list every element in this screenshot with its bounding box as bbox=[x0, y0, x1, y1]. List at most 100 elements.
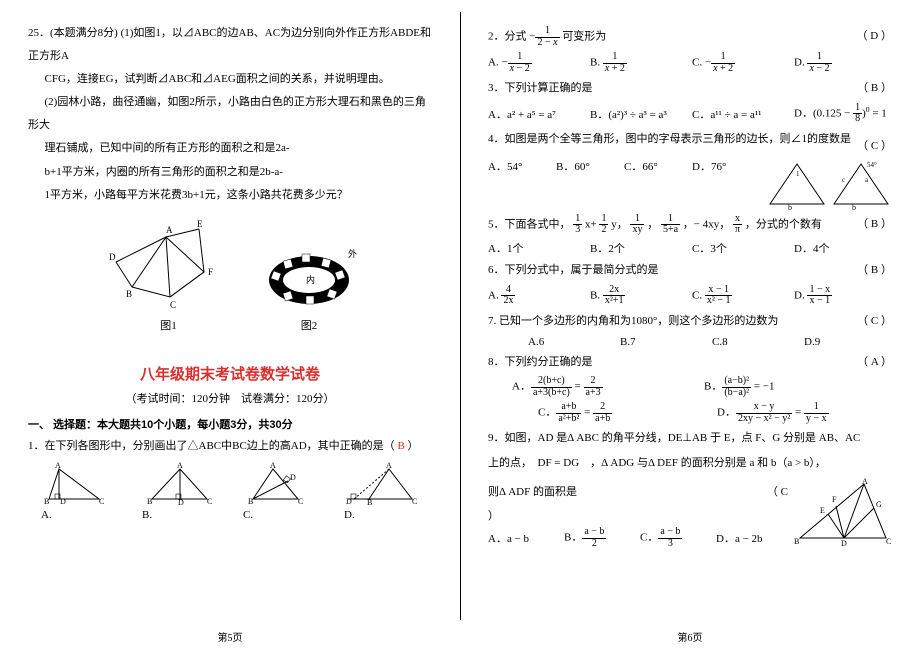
svg-text:1: 1 bbox=[796, 170, 800, 178]
page-number-left: 第5页 bbox=[0, 629, 460, 644]
question-7: 7. 已知一个多边形的内角和为1080°，则这个多边形的边数为 （ C ） bbox=[488, 311, 892, 332]
q1-opt-d-label: D. bbox=[344, 509, 419, 521]
exam-title: 八年级期末考试卷数学试卷 bbox=[28, 363, 432, 384]
svg-text:D: D bbox=[109, 252, 116, 262]
q6-d-label: D. bbox=[794, 289, 805, 301]
page-number-right: 第6页 bbox=[460, 629, 920, 644]
q3-options: A．a² + a⁵ = a⁷ B．(a²)³ ÷ a³ = a³ C．a¹¹ ÷… bbox=[488, 103, 892, 125]
figure-2-wrap: 外 内 图2 bbox=[262, 242, 357, 333]
figure-1-wrap: E D A F B C 图1 bbox=[104, 217, 234, 333]
q9-left: 则Δ ADF 的面积是 （ C ） A．a − b B．a − b2 C．a −… bbox=[488, 478, 788, 553]
q3-opt-d-pre: D． bbox=[794, 107, 813, 119]
svg-text:a: a bbox=[865, 176, 869, 184]
question-25: 25．(本题满分8分) (1)如图1，以⊿ABC的边AB、AC为边分别向外作正方… bbox=[28, 22, 432, 207]
q5-options: A．1个 B．2个 C．3个 D．4个 bbox=[488, 240, 892, 256]
q4-row: A．54° B．60° C．66° D．76° bb ac 54° 1 bbox=[488, 154, 892, 210]
q9-figure: A B C D E F G bbox=[792, 478, 892, 548]
svg-text:B: B bbox=[794, 537, 799, 546]
q9-l1: 9．如图，AD 是Δ ABC 的角平分线，DE⊥AB 于 E，点 F、G 分别是… bbox=[488, 432, 860, 444]
q3-opt-c: C．a¹¹ ÷ a = a¹¹ bbox=[692, 106, 790, 122]
q9-b-lbl: B． bbox=[564, 532, 582, 544]
svg-text:B: B bbox=[126, 289, 132, 299]
figure-2-caption: 图2 bbox=[262, 317, 357, 333]
svg-text:C: C bbox=[99, 497, 104, 506]
svg-text:A: A bbox=[270, 461, 276, 470]
svg-text:C: C bbox=[412, 497, 417, 506]
q5-opt-b: B．2个 bbox=[590, 240, 688, 256]
q6-answer: （ B ） bbox=[857, 260, 892, 281]
q25-figures: E D A F B C 图1 bbox=[28, 217, 432, 333]
q3-stem: 3．下列计算正确的是 bbox=[488, 82, 593, 94]
q7-opt-b: B.7 bbox=[620, 336, 708, 348]
q2-stem-b: 可变形为 bbox=[562, 31, 606, 43]
q4-opt-d: D．76° bbox=[692, 158, 756, 174]
q8-answer: （ A ） bbox=[857, 352, 892, 373]
question-1: 1．在下列各图形中，分别画出了△ABC中BC边上的高AD，其中正确的是（ B ） bbox=[28, 436, 432, 457]
q4-options: A．54° B．60° C．66° D．76° bbox=[488, 158, 756, 174]
q3-opt-b: B．(a²)³ ÷ a³ = a³ bbox=[590, 106, 688, 122]
svg-text:G: G bbox=[876, 500, 882, 509]
q4-opt-b: B．60° bbox=[556, 158, 620, 174]
figure-1-svg: E D A F B C bbox=[104, 217, 234, 312]
q1-opt-c: A B C D C. bbox=[243, 461, 318, 521]
q9-opt-d: D．a − 2b bbox=[716, 530, 788, 546]
q5-opt-d: D．4个 bbox=[794, 240, 892, 256]
svg-text:D: D bbox=[346, 497, 352, 506]
svg-text:D: D bbox=[60, 497, 66, 506]
svg-text:F: F bbox=[208, 267, 213, 277]
q1-opt-c-label: C. bbox=[243, 509, 318, 521]
q2-answer: （ D ） bbox=[857, 26, 892, 47]
q9-opt-a: A．a − b bbox=[488, 530, 560, 546]
q7-options: A.6 B.7 C.8 D.9 bbox=[488, 336, 892, 348]
q4-opt-a: A．54° bbox=[488, 158, 552, 174]
q2-stem-a: 2．分式 bbox=[488, 31, 527, 43]
svg-text:b: b bbox=[788, 203, 792, 210]
figure-2-inner-label: 内 bbox=[306, 274, 315, 285]
svg-text:54°: 54° bbox=[867, 161, 877, 169]
figure-1-caption: 图1 bbox=[104, 317, 234, 333]
svg-text:D: D bbox=[841, 539, 847, 548]
q8-c-lbl: C． bbox=[538, 407, 556, 419]
question-9-l2: 上的点， DF = DG ，Δ ADG 与Δ DEF 的面积分别是 a 和 b（… bbox=[488, 453, 892, 474]
q6-stem: 6．下列分式中，属于最简分式的是 bbox=[488, 264, 659, 276]
question-4: 4．如图是两个全等三角形，图中的字母表示三角形的边长，则∠1的度数是 bbox=[488, 129, 892, 150]
q9-close: ） bbox=[488, 507, 788, 523]
q1-text: 1．在下列各图形中，分别画出了△ABC中BC边上的高AD，其中正确的是（ bbox=[28, 440, 395, 452]
q9-c-lbl: C． bbox=[640, 532, 658, 544]
svg-text:A: A bbox=[862, 478, 868, 486]
q4-figure: bb ac 54° 1 bbox=[762, 154, 892, 210]
q7-opt-d: D.9 bbox=[804, 336, 892, 348]
svg-text:c: c bbox=[842, 176, 845, 184]
figure-2-svg: 外 内 bbox=[262, 242, 357, 312]
figure-2-outer-label: 外 bbox=[348, 248, 357, 259]
q1-opt-b-label: B. bbox=[142, 509, 217, 521]
q8-a-lbl: A． bbox=[512, 381, 531, 393]
q7-answer: （ C ） bbox=[857, 311, 892, 332]
q2-d-label: D. bbox=[794, 57, 805, 69]
q3-opt-a: A．a² + a⁵ = a⁷ bbox=[488, 106, 586, 122]
q7-opt-a: A.6 bbox=[528, 336, 616, 348]
q8-options-row2: C．a+ba²+b² = 2a+b D．x − y2xy − x² − y² =… bbox=[488, 402, 892, 424]
svg-text:C: C bbox=[298, 497, 303, 506]
q5-a: 5．下面各式中， bbox=[488, 218, 571, 230]
svg-text:C: C bbox=[886, 537, 891, 546]
q1-opt-a-label: A. bbox=[41, 509, 116, 521]
svg-text:B: B bbox=[147, 497, 152, 506]
q25-line2: CFG，连接EG，试判断⊿ABC和⊿AEG面积之间的关系，并说明理由。 bbox=[28, 68, 432, 91]
q8-options-row1: A．2(b+c)a+3(b+c) = 2a+3 B．(a−b)²(b−a)² =… bbox=[488, 376, 892, 398]
q25-line3: (2)园林小路，曲径通幽，如图2所示，小路由白色的正方形大理石和黑色的三角形大 bbox=[28, 91, 432, 137]
q3-answer: （ B ） bbox=[857, 78, 892, 99]
svg-text:D: D bbox=[290, 473, 296, 482]
section-1-heading: 一、 选择题：本大题共10个小题，每小题3分，共30分 bbox=[28, 416, 432, 432]
q25-line5: b+1平方米，内圈的所有三角形的面积之和是2b-a- bbox=[28, 161, 432, 184]
q5-opt-c: C．3个 bbox=[692, 240, 790, 256]
q2-a-label: A. bbox=[488, 57, 499, 69]
q25-line1: 25．(本题满分8分) (1)如图1，以⊿ABC的边AB、AC为边分别向外作正方… bbox=[28, 22, 432, 68]
q8-b-lbl: B． bbox=[704, 381, 722, 393]
svg-text:B: B bbox=[248, 497, 253, 506]
question-8: 8．下列约分正确的是 （ A ） bbox=[488, 352, 892, 373]
question-3: 3．下列计算正确的是 （ B ） bbox=[488, 78, 892, 99]
q3-opt-d-tail: = 1 bbox=[870, 107, 887, 119]
q5-e: ，− 4xy， bbox=[683, 218, 730, 230]
q7-opt-c: C.8 bbox=[712, 336, 800, 348]
